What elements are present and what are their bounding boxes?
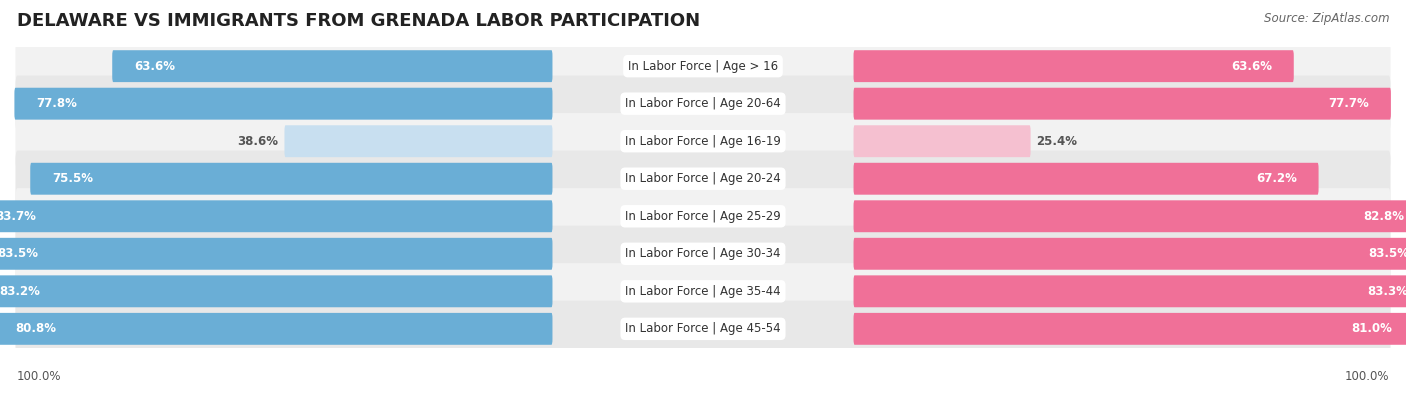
Text: 38.6%: 38.6% <box>238 135 278 148</box>
FancyBboxPatch shape <box>853 163 1319 195</box>
FancyBboxPatch shape <box>15 150 1391 207</box>
Text: 77.8%: 77.8% <box>37 97 77 110</box>
Text: 83.5%: 83.5% <box>0 247 38 260</box>
Text: In Labor Force | Age > 16: In Labor Force | Age > 16 <box>628 60 778 73</box>
Text: In Labor Force | Age 30-34: In Labor Force | Age 30-34 <box>626 247 780 260</box>
FancyBboxPatch shape <box>0 275 553 307</box>
Text: In Labor Force | Age 20-64: In Labor Force | Age 20-64 <box>626 97 780 110</box>
FancyBboxPatch shape <box>112 50 553 82</box>
Text: 83.7%: 83.7% <box>0 210 37 223</box>
FancyBboxPatch shape <box>853 313 1406 345</box>
Text: 63.6%: 63.6% <box>134 60 174 73</box>
Text: 100.0%: 100.0% <box>17 370 62 383</box>
Text: 100.0%: 100.0% <box>1344 370 1389 383</box>
FancyBboxPatch shape <box>15 38 1391 94</box>
FancyBboxPatch shape <box>15 301 1391 357</box>
FancyBboxPatch shape <box>15 263 1391 320</box>
FancyBboxPatch shape <box>15 188 1391 245</box>
Text: In Labor Force | Age 16-19: In Labor Force | Age 16-19 <box>626 135 780 148</box>
Text: In Labor Force | Age 35-44: In Labor Force | Age 35-44 <box>626 285 780 298</box>
Text: Source: ZipAtlas.com: Source: ZipAtlas.com <box>1264 12 1389 25</box>
FancyBboxPatch shape <box>31 163 553 195</box>
FancyBboxPatch shape <box>0 238 553 270</box>
FancyBboxPatch shape <box>853 125 1031 157</box>
Text: 83.3%: 83.3% <box>1367 285 1406 298</box>
Text: 75.5%: 75.5% <box>52 172 93 185</box>
Text: 80.8%: 80.8% <box>15 322 56 335</box>
Text: 25.4%: 25.4% <box>1036 135 1077 148</box>
Legend: Delaware, Immigrants from Grenada: Delaware, Immigrants from Grenada <box>543 392 863 395</box>
FancyBboxPatch shape <box>853 88 1391 120</box>
Text: DELAWARE VS IMMIGRANTS FROM GRENADA LABOR PARTICIPATION: DELAWARE VS IMMIGRANTS FROM GRENADA LABO… <box>17 12 700 30</box>
Text: 63.6%: 63.6% <box>1232 60 1272 73</box>
Text: 83.5%: 83.5% <box>1368 247 1406 260</box>
FancyBboxPatch shape <box>853 200 1406 232</box>
FancyBboxPatch shape <box>14 88 553 120</box>
Text: 83.2%: 83.2% <box>0 285 39 298</box>
Text: 67.2%: 67.2% <box>1256 172 1296 185</box>
FancyBboxPatch shape <box>15 226 1391 282</box>
FancyBboxPatch shape <box>284 125 553 157</box>
FancyBboxPatch shape <box>0 313 553 345</box>
FancyBboxPatch shape <box>15 75 1391 132</box>
Text: In Labor Force | Age 20-24: In Labor Force | Age 20-24 <box>626 172 780 185</box>
FancyBboxPatch shape <box>853 238 1406 270</box>
Text: 81.0%: 81.0% <box>1351 322 1392 335</box>
Text: 82.8%: 82.8% <box>1364 210 1405 223</box>
Text: 77.7%: 77.7% <box>1329 97 1369 110</box>
Text: In Labor Force | Age 25-29: In Labor Force | Age 25-29 <box>626 210 780 223</box>
FancyBboxPatch shape <box>853 275 1406 307</box>
FancyBboxPatch shape <box>0 200 553 232</box>
Text: In Labor Force | Age 45-54: In Labor Force | Age 45-54 <box>626 322 780 335</box>
FancyBboxPatch shape <box>853 50 1294 82</box>
FancyBboxPatch shape <box>15 113 1391 169</box>
